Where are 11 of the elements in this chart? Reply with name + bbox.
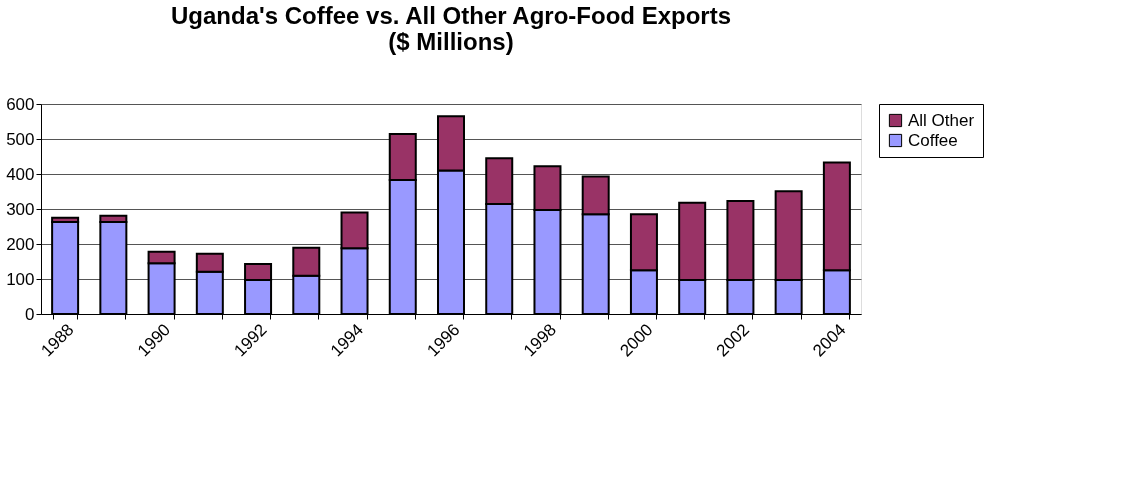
- y-tick-label: 400: [6, 164, 35, 184]
- y-tick-label: 600: [6, 94, 35, 114]
- y-tick-label: 300: [6, 199, 35, 219]
- legend-label: Coffee: [908, 130, 958, 150]
- text: Uganda's Coffee vs. All Other Agro-Food Exports: [171, 2, 731, 29]
- y-tick-label: 0: [25, 304, 35, 324]
- y-tick-label: 200: [6, 234, 35, 254]
- text: ($ Millions): [388, 28, 514, 55]
- y-tick-label: 100: [6, 269, 35, 289]
- legend-label: All Other: [908, 110, 975, 130]
- y-tick-label: 500: [6, 129, 35, 149]
